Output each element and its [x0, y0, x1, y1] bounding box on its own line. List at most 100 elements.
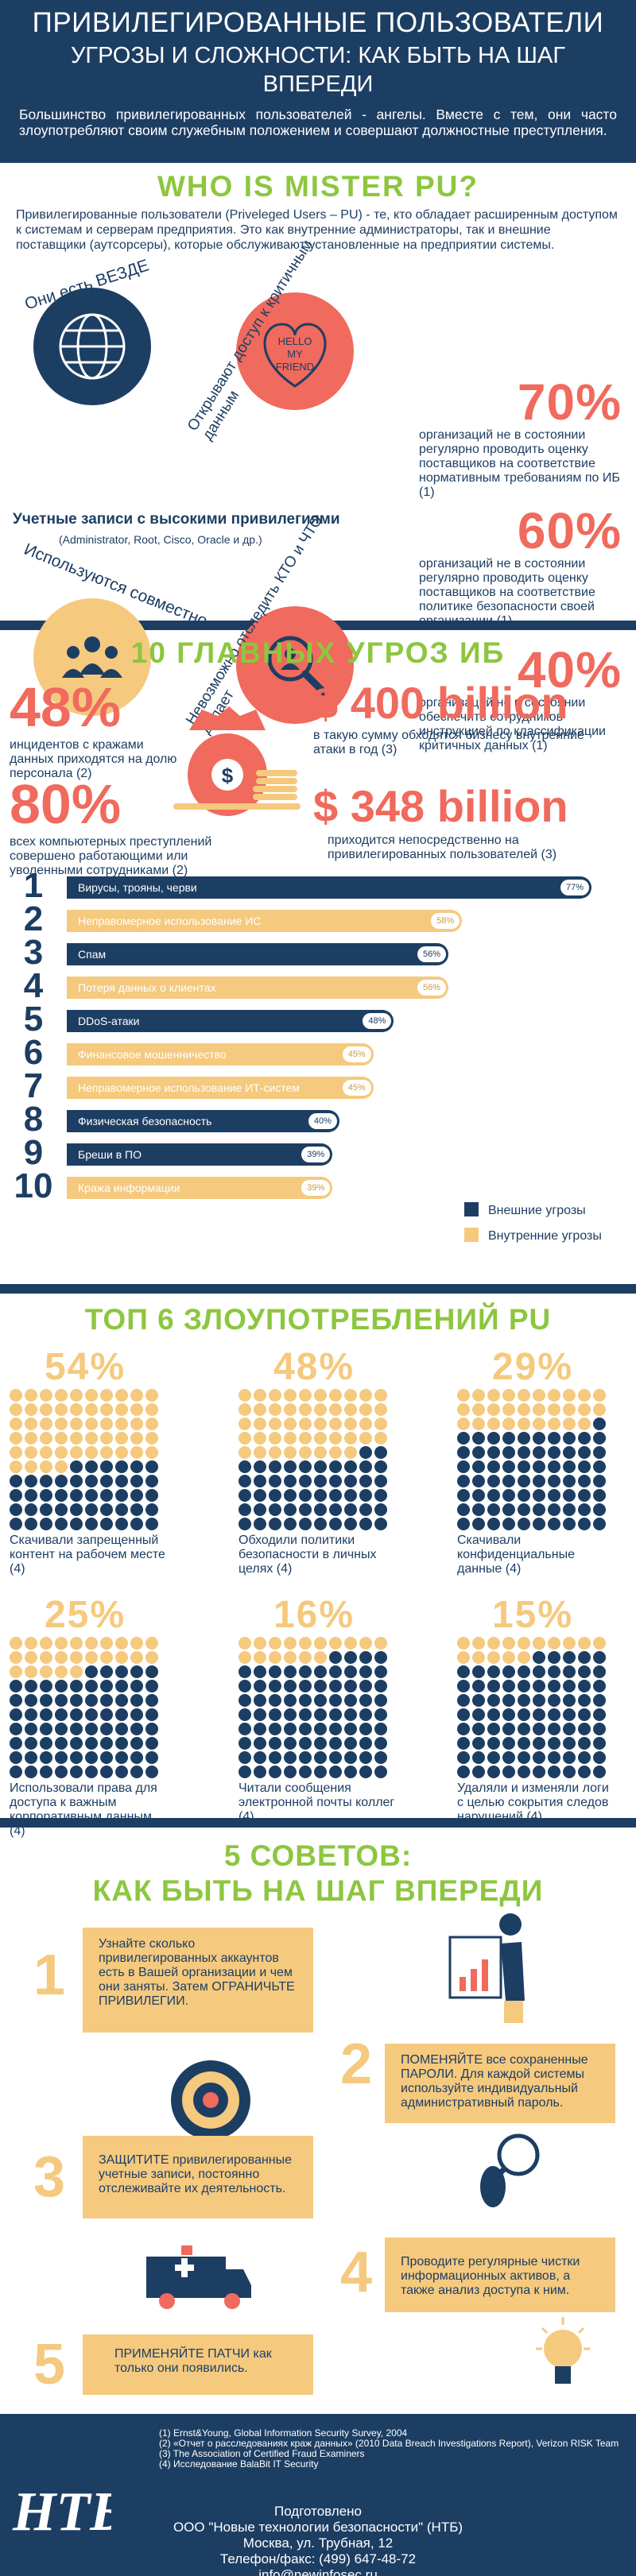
legend-internal: Внутренние угрозы: [464, 1228, 602, 1244]
bar-row-2: 2 Неправомерное использование ИС 58%: [10, 900, 622, 938]
dot: [533, 1766, 545, 1778]
dot: [502, 1460, 515, 1473]
ntb-logo-text: НТБ: [12, 2481, 111, 2543]
dot: [457, 1518, 470, 1530]
dot: [269, 1518, 281, 1530]
dot: [518, 1418, 530, 1430]
dot: [593, 1432, 606, 1445]
dot: [563, 1489, 576, 1502]
dot: [25, 1403, 37, 1416]
dot: [145, 1389, 158, 1402]
abuse-caption-5: Читали сообщения электронной почты колле…: [238, 1781, 395, 1824]
dot: [502, 1489, 515, 1502]
dot: [329, 1518, 342, 1530]
dot: [563, 1446, 576, 1459]
dot: [145, 1751, 158, 1764]
dot: [593, 1680, 606, 1692]
dot: [238, 1637, 251, 1650]
dot: [115, 1503, 128, 1516]
dot: [269, 1665, 281, 1678]
dot: [100, 1518, 113, 1530]
dot: [457, 1637, 470, 1650]
abuse-item-2: 48% Обходили политики безопасности в личн…: [238, 1346, 437, 1576]
dot: [314, 1460, 327, 1473]
dot: [314, 1418, 327, 1430]
dot: [70, 1418, 83, 1430]
dot: [85, 1403, 98, 1416]
dot: [548, 1737, 560, 1750]
dot: [329, 1651, 342, 1664]
dot: [130, 1766, 143, 1778]
dot: [344, 1751, 357, 1764]
dot: [55, 1651, 68, 1664]
dot: [344, 1680, 357, 1692]
dot: [115, 1766, 128, 1778]
dot: [457, 1708, 470, 1721]
dot: [130, 1460, 143, 1473]
stat-40-text: организаций не в состоянии обеспечить со…: [419, 696, 606, 752]
tip-4-number: 4: [340, 2241, 373, 2304]
dot: [254, 1737, 266, 1750]
dot: [238, 1460, 251, 1473]
dot: [344, 1460, 357, 1473]
dot: [457, 1403, 470, 1416]
dot: [374, 1694, 387, 1707]
contact-email[interactable]: info@newinfosec.ru: [258, 2567, 378, 2576]
dot: [254, 1723, 266, 1735]
dot: [563, 1460, 576, 1473]
dot: [593, 1389, 606, 1402]
dot: [25, 1708, 37, 1721]
dot: [299, 1680, 312, 1692]
dot: [593, 1737, 606, 1750]
dot: [329, 1680, 342, 1692]
bar-label-3: Спам: [78, 948, 107, 961]
dot: [487, 1651, 500, 1664]
dot: [578, 1432, 591, 1445]
dot: [284, 1460, 297, 1473]
bar-value-1: 77%: [560, 880, 589, 895]
dot: [115, 1489, 128, 1502]
dot: [548, 1694, 560, 1707]
bar-row-4: 4 Потеря данных о клиентах 56%: [10, 966, 622, 1005]
dot: [518, 1503, 530, 1516]
dot: [238, 1751, 251, 1764]
bar-rank-4: 4: [23, 966, 44, 1005]
dot: [115, 1460, 128, 1473]
dot: [70, 1389, 83, 1402]
dot: [238, 1680, 251, 1692]
dot: [502, 1737, 515, 1750]
dot: [269, 1503, 281, 1516]
dot: [25, 1680, 37, 1692]
dot: [344, 1489, 357, 1502]
dot: [269, 1389, 281, 1402]
dot: [487, 1637, 500, 1650]
dot: [269, 1694, 281, 1707]
dot: [314, 1637, 327, 1650]
dot: [593, 1651, 606, 1664]
abuse-caption-3: Скачивали конфиденциальные данные (4): [457, 1534, 575, 1576]
dot: [329, 1737, 342, 1750]
dot: [25, 1737, 37, 1750]
dot: [284, 1432, 297, 1445]
dot: [578, 1460, 591, 1473]
dot: [284, 1403, 297, 1416]
dot: [487, 1518, 500, 1530]
dot: [578, 1694, 591, 1707]
dot: [314, 1432, 327, 1445]
bar-value-3: 56%: [417, 946, 446, 962]
dot: [472, 1637, 485, 1650]
dot: [359, 1418, 372, 1430]
dot: [145, 1403, 158, 1416]
dot: [269, 1432, 281, 1445]
dot: [548, 1503, 560, 1516]
dot: [359, 1460, 372, 1473]
dot: [40, 1680, 52, 1692]
dot: [329, 1460, 342, 1473]
dot: [344, 1518, 357, 1530]
dot: [100, 1723, 113, 1735]
dot: [578, 1389, 591, 1402]
dot: [254, 1503, 266, 1516]
dot: [10, 1708, 22, 1721]
dot: [10, 1432, 22, 1445]
dot: [299, 1389, 312, 1402]
